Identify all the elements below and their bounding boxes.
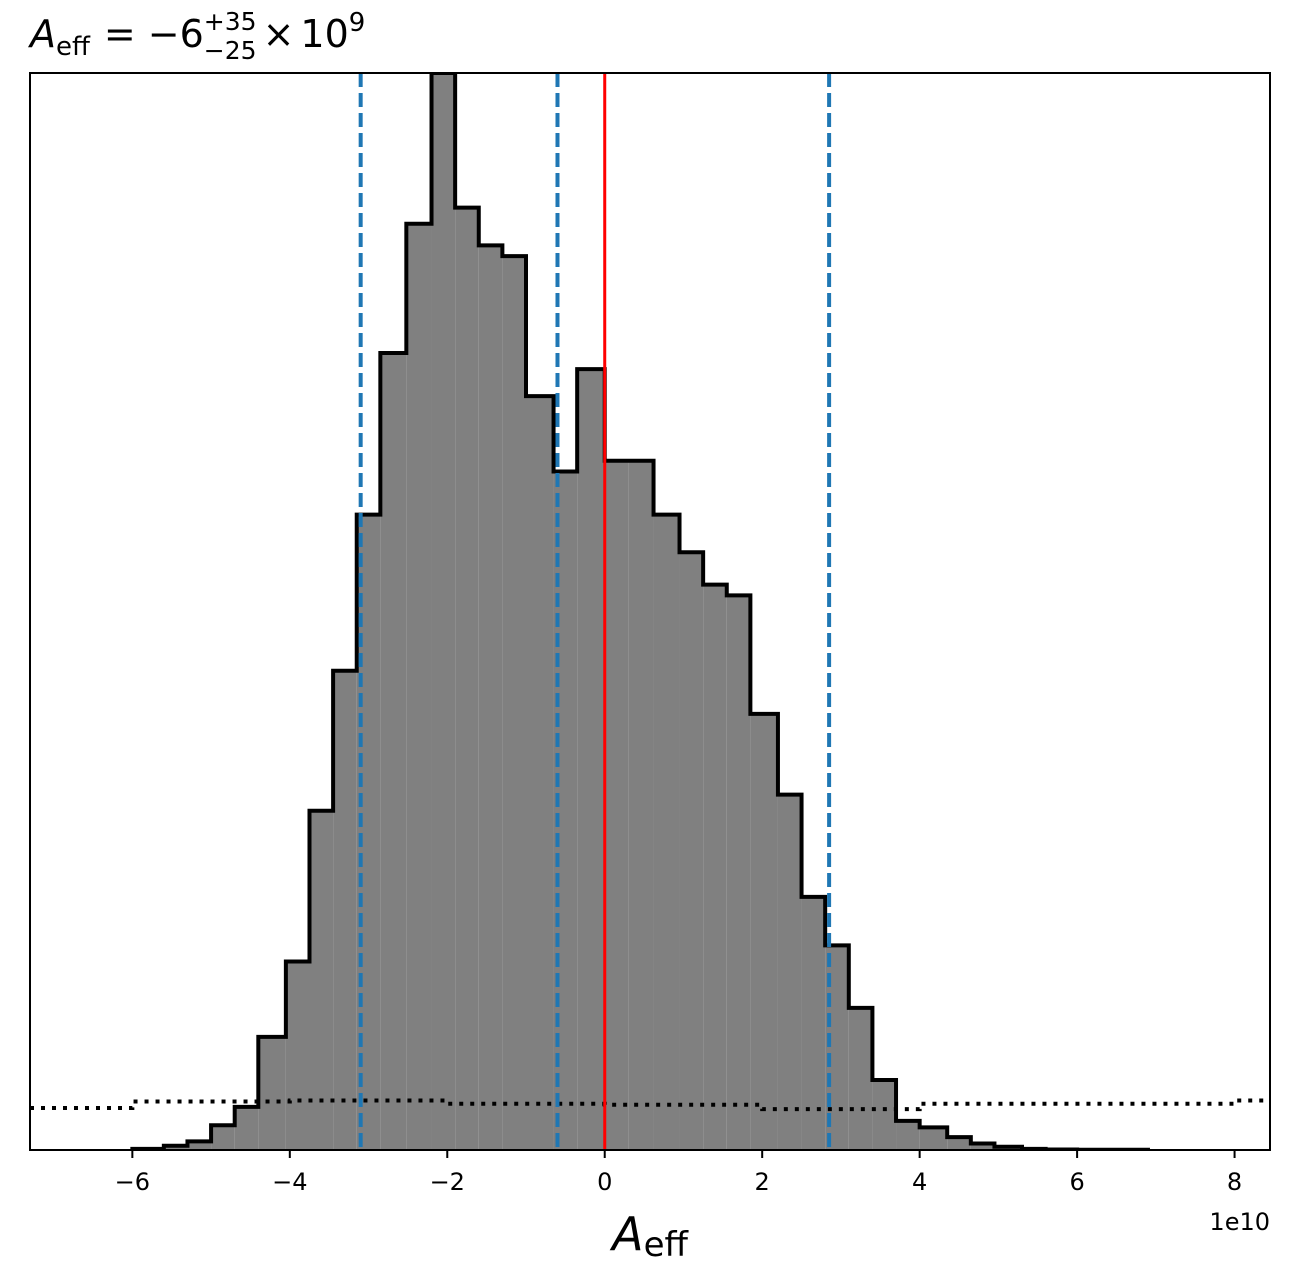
x-axis-label: Aeff <box>609 1207 689 1265</box>
title-base: 10 <box>300 12 348 56</box>
histogram-bar <box>872 1079 897 1150</box>
histogram-bar <box>848 1007 873 1150</box>
histogram-bar <box>526 396 554 1150</box>
histogram-bar <box>604 460 629 1150</box>
histogram-bar <box>258 1036 286 1150</box>
x-axis-label-subscript: eff <box>644 1225 690 1265</box>
histogram-bar <box>919 1127 948 1150</box>
histogram-bar <box>777 794 802 1150</box>
histogram-bar <box>211 1125 235 1150</box>
x-tick-label: 0 <box>597 1168 612 1196</box>
histogram-bar <box>163 1145 188 1150</box>
histogram-bar <box>750 713 778 1150</box>
x-tick-label: 4 <box>912 1168 927 1196</box>
histogram-bar <box>703 584 727 1150</box>
chart-title: Aeff = −6+35 −25 × 109 <box>27 7 365 65</box>
histogram-bar <box>309 810 334 1150</box>
histogram-bar <box>947 1137 971 1150</box>
histogram-bar <box>502 256 526 1150</box>
title-symbol-subscript: eff <box>56 32 91 62</box>
title-value: −6 <box>148 12 204 56</box>
histogram-bar <box>896 1120 920 1150</box>
title-exponent: 9 <box>349 8 366 38</box>
histogram-bar <box>628 460 654 1150</box>
histogram-bar <box>406 223 432 1150</box>
histogram-bar <box>187 1141 212 1150</box>
histogram-bar <box>801 896 826 1150</box>
x-axis-label-symbol: A <box>609 1207 643 1261</box>
title-times: × <box>263 12 295 56</box>
histogram-bar <box>970 1143 995 1150</box>
plot-area <box>30 73 1270 1150</box>
title-upper-error: +35 <box>204 7 257 36</box>
histogram-bar <box>478 245 503 1150</box>
x-tick-label: 6 <box>1069 1168 1084 1196</box>
histogram-bar <box>653 514 680 1150</box>
x-tick-label: 2 <box>755 1168 770 1196</box>
histogram-bar <box>577 369 605 1150</box>
title-lower-error: −25 <box>204 36 257 65</box>
histogram-bar <box>455 207 479 1150</box>
x-axis-offset-label: 1e10 <box>1209 1208 1270 1236</box>
histogram-bar <box>380 353 407 1150</box>
histogram-bar <box>726 595 751 1150</box>
histogram-bar <box>285 961 310 1150</box>
x-axis-ticks: −6 −4 −2 0 2 4 6 8 <box>115 1150 1242 1196</box>
x-tick-label: −2 <box>430 1168 465 1196</box>
title-symbol: A <box>27 12 56 56</box>
histogram-bar <box>234 1106 259 1150</box>
x-tick-label: −4 <box>272 1168 307 1196</box>
histogram-bar <box>431 73 456 1150</box>
histogram-bar <box>333 670 357 1150</box>
x-tick-label: 8 <box>1227 1168 1242 1196</box>
x-tick-label: −6 <box>115 1168 150 1196</box>
histogram-bar <box>679 552 704 1150</box>
title-relation: = <box>104 12 136 56</box>
axes-frame <box>29 72 1271 1151</box>
